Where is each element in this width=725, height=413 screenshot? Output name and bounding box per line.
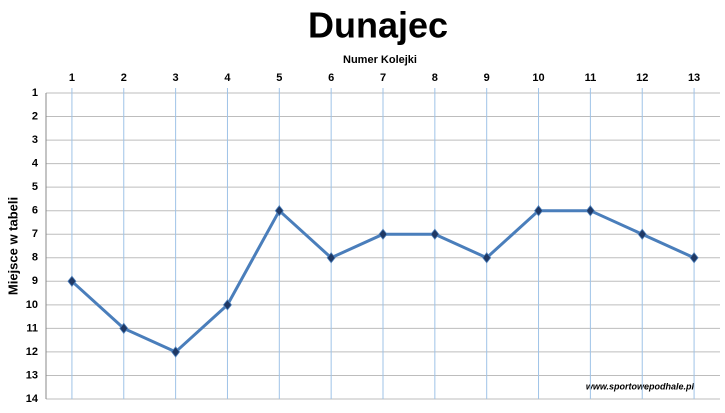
chart-title: Dunajec	[308, 5, 448, 46]
x-tick-label: 1	[69, 72, 75, 84]
y-tick-label: 9	[32, 275, 38, 287]
data-point	[482, 252, 492, 264]
watermark: www.sportowepodhale.pl	[586, 381, 695, 391]
data-point	[430, 228, 440, 240]
y-tick-label: 8	[32, 252, 38, 264]
y-tick-label: 10	[26, 299, 38, 311]
data-point	[326, 252, 336, 264]
y-tick-label: 4	[32, 158, 39, 170]
y-tick-label: 11	[26, 322, 38, 334]
y-tick-label: 12	[26, 346, 38, 358]
y-axis-label: Miejsce w tabeli	[5, 197, 20, 295]
x-tick-label: 13	[688, 72, 700, 84]
x-tick-label: 6	[328, 72, 334, 84]
x-tick-label: 2	[121, 72, 127, 84]
data-point	[637, 228, 647, 240]
data-point	[585, 205, 595, 217]
y-tick-label: 13	[26, 369, 38, 381]
y-tick-label: 3	[32, 134, 38, 146]
y-tick-label: 6	[32, 205, 38, 217]
data-point	[222, 299, 232, 311]
y-tick-label: 2	[32, 110, 38, 122]
data-point	[171, 346, 181, 358]
data-point	[119, 322, 129, 335]
data-point	[534, 205, 544, 217]
y-tick-label: 7	[32, 228, 38, 240]
data-point	[689, 252, 699, 264]
x-tick-label: 4	[224, 72, 231, 84]
x-tick-label: 8	[432, 72, 438, 84]
x-tick-label: 10	[532, 72, 544, 84]
x-tick-label: 9	[484, 72, 490, 84]
x-tick-label: 7	[380, 72, 386, 84]
x-tick-label: 12	[636, 72, 648, 84]
data-point	[67, 275, 77, 287]
data-point	[274, 205, 284, 217]
x-axis-label: Numer Kolejki	[343, 54, 417, 66]
data-point	[378, 228, 388, 240]
y-tick-label: 1	[32, 87, 38, 99]
y-tick-label: 5	[32, 181, 38, 193]
x-tick-label: 5	[276, 72, 282, 84]
x-tick-label: 3	[173, 72, 179, 84]
y-tick-label: 14	[26, 393, 39, 405]
x-tick-label: 11	[585, 72, 597, 84]
